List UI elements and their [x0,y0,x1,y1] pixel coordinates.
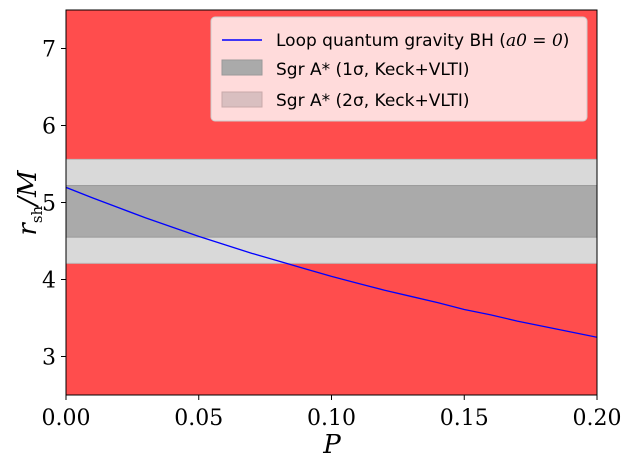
y-tick-label: 5 [42,192,56,217]
x-tick-label: 0.05 [174,406,223,431]
y-axis-label-main: r [13,222,43,236]
y-tick-label: 3 [42,346,56,371]
y-axis-label-rest: /M [13,169,43,209]
x-tick-label: 0.10 [307,406,356,431]
y-axis-label-sub: sh [28,205,46,223]
x-tick-label: 0.00 [42,406,91,431]
y-tick-label: 7 [42,38,56,63]
legend-label-lqg-close: ) [563,31,570,51]
band-1sigma [66,185,597,238]
legend-label-1sigma: Sgr A* (1σ, Keck+VLTI) [276,60,470,80]
legend-label-2sigma: Sgr A* (2σ, Keck+VLTI) [276,91,470,111]
series-line-0 [66,186,597,338]
legend-box [210,16,588,122]
legend-label-lqg-math: a0 = 0 [506,31,563,51]
x-axis-label: P [322,430,341,460]
legend: Loop quantum gravity BH (a0 = 0) Sgr A* … [210,16,588,122]
y-axis-label: rsh/M [13,169,46,236]
x-tick-label: 0.20 [573,406,622,431]
y-tick-label: 4 [42,269,56,294]
legend-1sigma-swatch [221,59,263,76]
y-tick-label: 6 [42,115,56,140]
legend-2sigma-swatch [221,91,263,108]
legend-label-lqg: Loop quantum gravity BH (a0 = 0) [276,31,569,51]
x-tick-label: 0.15 [440,406,489,431]
legend-label-lqg-text: Loop quantum gravity BH ( [276,31,506,51]
axis-ticks: 0.00 0.05 0.10 0.15 0.20 3 4 5 6 7 [42,38,622,432]
